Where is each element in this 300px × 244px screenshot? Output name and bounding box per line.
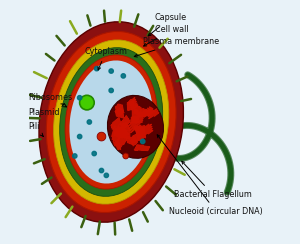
- Ellipse shape: [54, 40, 169, 204]
- Circle shape: [73, 154, 77, 158]
- Ellipse shape: [60, 48, 163, 196]
- Text: Pili: Pili: [29, 122, 43, 136]
- Text: Ribosomes: Ribosomes: [29, 93, 73, 107]
- Text: Plasma membrane: Plasma membrane: [134, 37, 219, 57]
- Circle shape: [109, 69, 113, 73]
- Circle shape: [77, 96, 82, 100]
- Text: Cell wall: Cell wall: [144, 25, 188, 46]
- Text: Cytoplasm: Cytoplasm: [85, 47, 128, 70]
- Text: Plasmid: Plasmid: [29, 104, 64, 117]
- Text: Nucleoid (circular DNA): Nucleoid (circular DNA): [157, 135, 263, 216]
- Circle shape: [87, 120, 92, 124]
- Text: Bacterial Flagellum: Bacterial Flagellum: [174, 161, 252, 199]
- Circle shape: [140, 139, 145, 143]
- Text: Capsule: Capsule: [148, 13, 187, 36]
- Circle shape: [104, 173, 109, 178]
- Circle shape: [99, 168, 104, 173]
- Circle shape: [92, 151, 96, 156]
- Circle shape: [77, 134, 82, 139]
- Ellipse shape: [46, 31, 176, 213]
- Ellipse shape: [65, 55, 157, 189]
- Circle shape: [80, 95, 94, 110]
- Circle shape: [94, 66, 99, 71]
- Circle shape: [97, 132, 106, 141]
- Circle shape: [121, 74, 125, 78]
- Ellipse shape: [107, 95, 164, 158]
- Ellipse shape: [69, 61, 153, 183]
- Circle shape: [123, 153, 129, 159]
- Ellipse shape: [39, 22, 183, 222]
- Circle shape: [109, 88, 113, 93]
